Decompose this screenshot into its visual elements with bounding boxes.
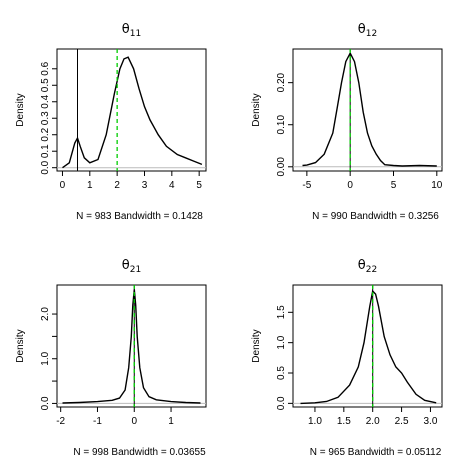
panel-title: θ22 — [358, 258, 377, 275]
plot-frame — [56, 284, 207, 408]
x-tick-label: 2.0 — [366, 416, 380, 427]
y-tick-label: 0.00 — [276, 157, 287, 177]
y-tick-label: 0.0 — [276, 396, 287, 410]
y-tick-label: 0.10 — [276, 115, 287, 135]
density-curve — [62, 56, 203, 169]
x-tick-label: 5 — [196, 180, 202, 191]
x-tick-label: 3 — [142, 180, 148, 191]
x-tick-label: 1.0 — [308, 416, 322, 427]
panel-21: θ21 -2 -1 0 1 0.0 1.0 2.0 Density N = 998 Bandwid… — [15, 258, 207, 458]
x-tick-label: 5 — [391, 180, 397, 191]
y-tick-label: 0.6 — [40, 61, 51, 75]
y-tick-label: 2.0 — [40, 307, 51, 321]
y-tick-label: 0.1 — [40, 144, 51, 158]
y-tick-label: 1.5 — [276, 305, 287, 319]
x-tick-label: 1 — [168, 416, 174, 427]
x-tick-label: 4 — [169, 180, 175, 191]
plot-frame — [292, 284, 443, 408]
plot-frame — [56, 48, 207, 172]
x-tick-label: 10 — [431, 180, 443, 191]
x-tick-label: 1.5 — [337, 416, 351, 427]
panel-title: θ11 — [122, 22, 141, 39]
x-tick-label: 2 — [114, 180, 120, 191]
y-tick-label: 1.0 — [276, 335, 287, 349]
x-tick-label: -5 — [302, 180, 311, 191]
y-tick-label: 0.4 — [40, 94, 51, 108]
y-tick-label: 0.20 — [276, 72, 287, 92]
density-curve — [300, 289, 437, 405]
panel-12: θ12 -5 0 5 10 0.00 0.10 0.20 Density N = 990 Band… — [251, 22, 443, 222]
panel-22: θ22 1.0 1.5 2.0 2.5 3.0 0.0 0.5 1.0 1.5 Density N =… — [251, 258, 443, 458]
x-tick-label: -1 — [93, 416, 102, 427]
y-tick-label: 0.3 — [40, 111, 51, 125]
y-axis-label: Density — [15, 93, 26, 126]
x-axis-label: N = 990 Bandwidth = 0.3256 — [312, 211, 439, 222]
y-tick-label: 0.0 — [40, 160, 51, 174]
panel-11: θ11 0 1 2 3 4 5 0.0 0.1 0.2 0.3 0.4 0.5 0.6 Density N =… — [15, 22, 207, 222]
y-axis-label: Density — [251, 329, 262, 362]
y-axis-label: Density — [15, 329, 26, 362]
density-curve — [302, 51, 437, 167]
x-tick-label: 1 — [87, 180, 93, 191]
x-tick-label: 0 — [347, 180, 353, 191]
panel-title: θ21 — [122, 258, 141, 275]
x-tick-label: -2 — [56, 416, 65, 427]
plot-frame — [292, 48, 443, 172]
y-tick-label: 0.2 — [40, 127, 51, 141]
panel-title: θ12 — [358, 22, 377, 39]
x-axis-label: N = 983 Bandwidth = 0.1428 — [76, 211, 203, 222]
x-tick-label: 0 — [131, 416, 137, 427]
y-axis-label: Density — [251, 93, 262, 126]
y-tick-label: 0.0 — [40, 396, 51, 410]
x-axis-label: N = 965 Bandwidth = 0.05112 — [310, 447, 442, 458]
y-tick-label: 0.5 — [276, 366, 287, 380]
density-curve — [62, 289, 201, 404]
x-tick-label: 3.0 — [423, 416, 437, 427]
y-tick-label: 1.0 — [40, 351, 51, 365]
y-tick-label: 0.5 — [40, 78, 51, 92]
x-axis-label: N = 998 Bandwidth = 0.03655 — [73, 447, 206, 458]
x-tick-label: 2.5 — [395, 416, 409, 427]
x-tick-label: 0 — [60, 180, 66, 191]
